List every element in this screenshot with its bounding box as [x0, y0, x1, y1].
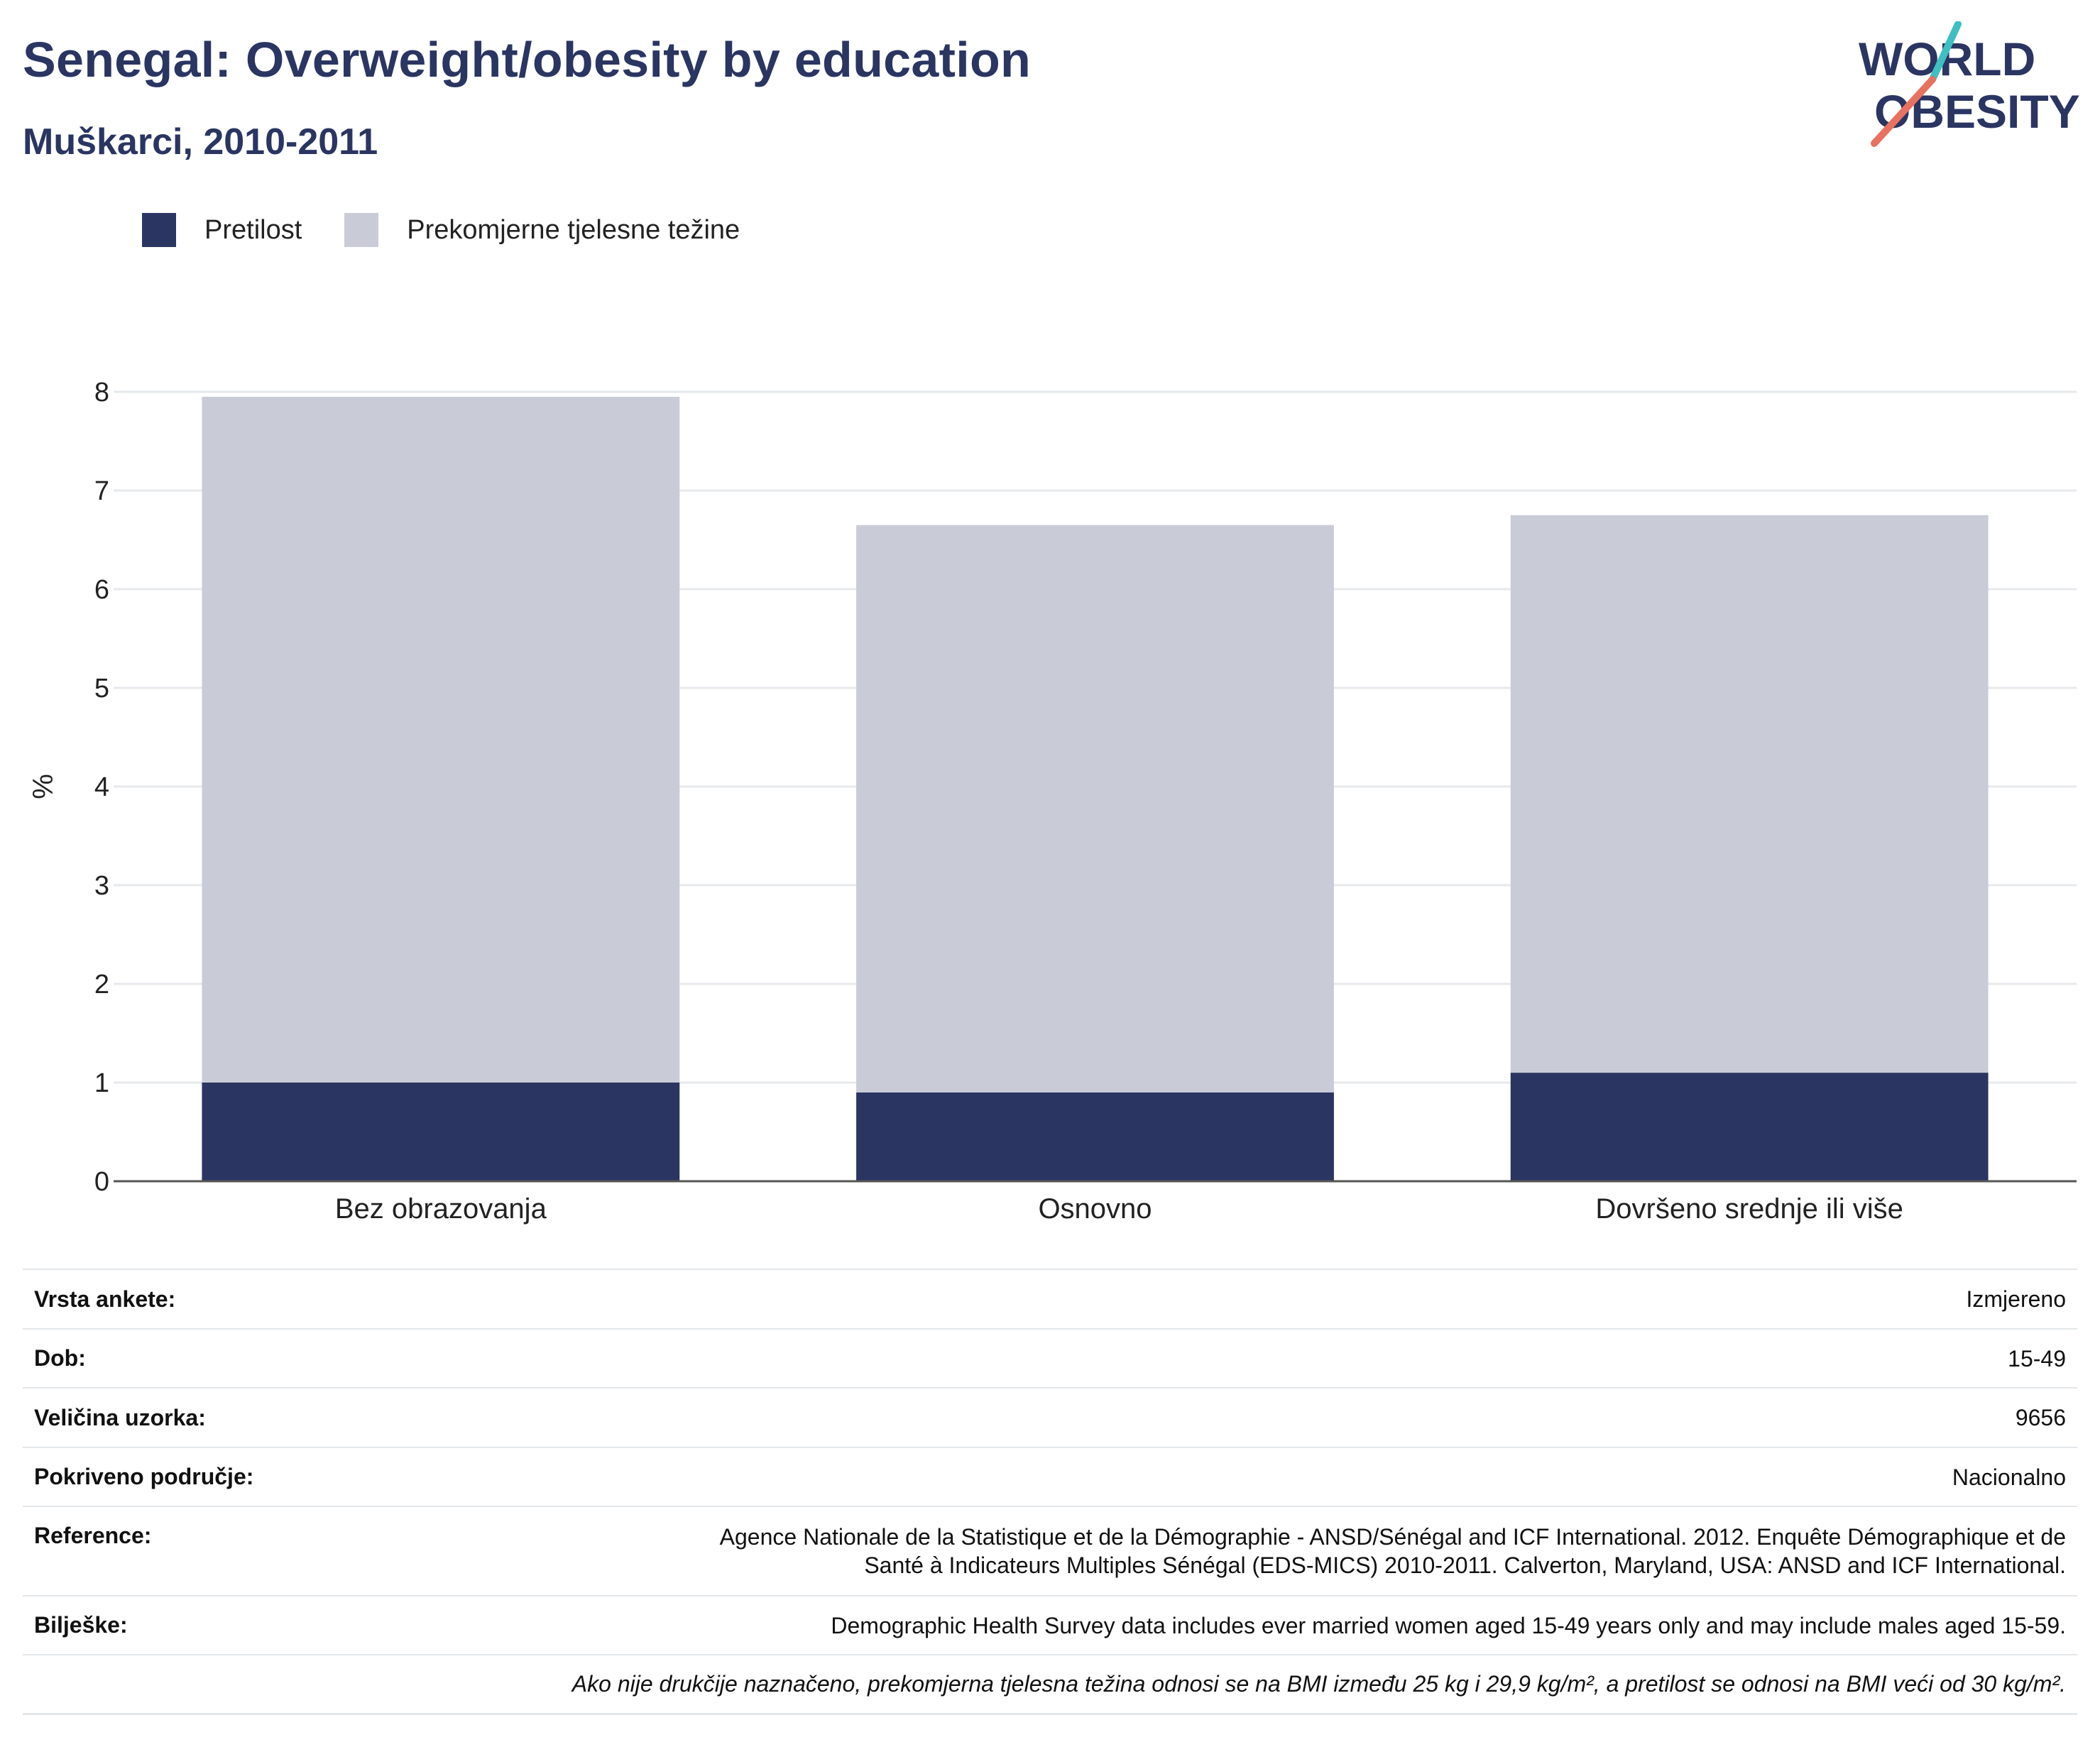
footnote: Ako nije drukčije naznačeno, prekomjerna… — [23, 1654, 2077, 1715]
y-tick-label: 5 — [94, 674, 109, 703]
reference-line-2: Santé à Indicateurs Multiples Sénégal (E… — [864, 1552, 2066, 1578]
bar-overweight — [1510, 515, 1989, 1073]
info-row-footnote: Ako nije drukčije naznačeno, prekomjerna… — [23, 1654, 2077, 1715]
legend-item-obesity[interactable]: Pretilost — [142, 213, 302, 247]
x-tick-label: Dovršeno srednje ili više — [1595, 1193, 1903, 1225]
logo-slash-coral — [1871, 76, 1936, 147]
info-key: Bilješke: — [23, 1595, 531, 1655]
stacked-bar-chart: 0 1 2 3 4 5 6 7 8% Bez obrazovanja Osnovno Dovršeno… — [28, 378, 2077, 1225]
legend-label-overweight: Prekomjerne tjelesne težine — [407, 214, 740, 245]
info-row-area: Pokriveno područje: Nacionalno — [23, 1447, 2077, 1506]
info-row-age: Dob: 15-49 — [23, 1328, 2077, 1388]
info-key: Veličina uzorka: — [23, 1387, 531, 1447]
legend-swatch-overweight — [344, 213, 379, 247]
x-tick-label: Bez obrazovanja — [335, 1193, 547, 1225]
info-row-reference: Reference: Agence Nationale de la Statis… — [23, 1506, 2077, 1596]
info-value: 9656 — [531, 1387, 2077, 1447]
legend-item-overweight[interactable]: Prekomjerne tjelesne težine — [344, 213, 740, 247]
y-tick-label: 8 — [94, 378, 109, 407]
info-key: Reference: — [23, 1506, 531, 1596]
info-value: Nacionalno — [531, 1447, 2077, 1506]
logo-line2: OBESITY — [1874, 85, 2080, 138]
bar-overweight — [202, 396, 680, 1083]
chart-subtitle: Muškarci, 2010-2011 — [23, 121, 378, 163]
info-value: Agence Nationale de la Statistique et de… — [531, 1506, 2077, 1596]
y-axis-label: % — [28, 774, 59, 799]
bar-obesity — [856, 1092, 1334, 1181]
reference-line-1: Agence Nationale de la Statistique et de… — [719, 1524, 2066, 1550]
info-key: Dob: — [23, 1328, 531, 1388]
legend-swatch-obesity — [142, 213, 176, 247]
chart-title: Senegal: Overweight/obesity by education — [23, 32, 1032, 87]
world-obesity-logo: WORLD OBESITY — [1859, 21, 2080, 147]
y-tick-label: 0 — [94, 1167, 109, 1197]
y-tick-label: 3 — [94, 871, 109, 901]
survey-info-table: Vrsta ankete: Izmjereno Dob: 15-49 Velič… — [23, 1269, 2077, 1715]
x-tick-label: Osnovno — [1038, 1193, 1152, 1225]
bar-overweight — [856, 525, 1334, 1092]
info-key: Pokriveno područje: — [23, 1447, 531, 1506]
info-value: Demographic Health Survey data includes … — [531, 1595, 2077, 1655]
bar-obesity — [1510, 1073, 1989, 1181]
bar-obesity — [202, 1083, 680, 1181]
info-row-survey-type: Vrsta ankete: Izmjereno — [23, 1269, 2077, 1329]
info-value: 15-49 — [531, 1328, 2077, 1388]
info-key: Vrsta ankete: — [23, 1269, 531, 1329]
info-row-notes: Bilješke: Demographic Health Survey data… — [23, 1595, 2077, 1655]
y-tick-label: 4 — [94, 772, 109, 802]
legend: Pretilost Prekomjerne tjelesne težine — [142, 210, 782, 250]
y-tick-label: 1 — [94, 1068, 109, 1098]
legend-label-obesity: Pretilost — [204, 214, 302, 245]
y-tick-label: 6 — [94, 575, 109, 605]
logo-slash-teal — [1929, 21, 1962, 83]
y-tick-label: 7 — [94, 476, 109, 506]
info-row-sample-size: Veličina uzorka: 9656 — [23, 1387, 2077, 1447]
info-value: Izmjereno — [531, 1269, 2077, 1329]
y-tick-label: 2 — [94, 970, 109, 1000]
